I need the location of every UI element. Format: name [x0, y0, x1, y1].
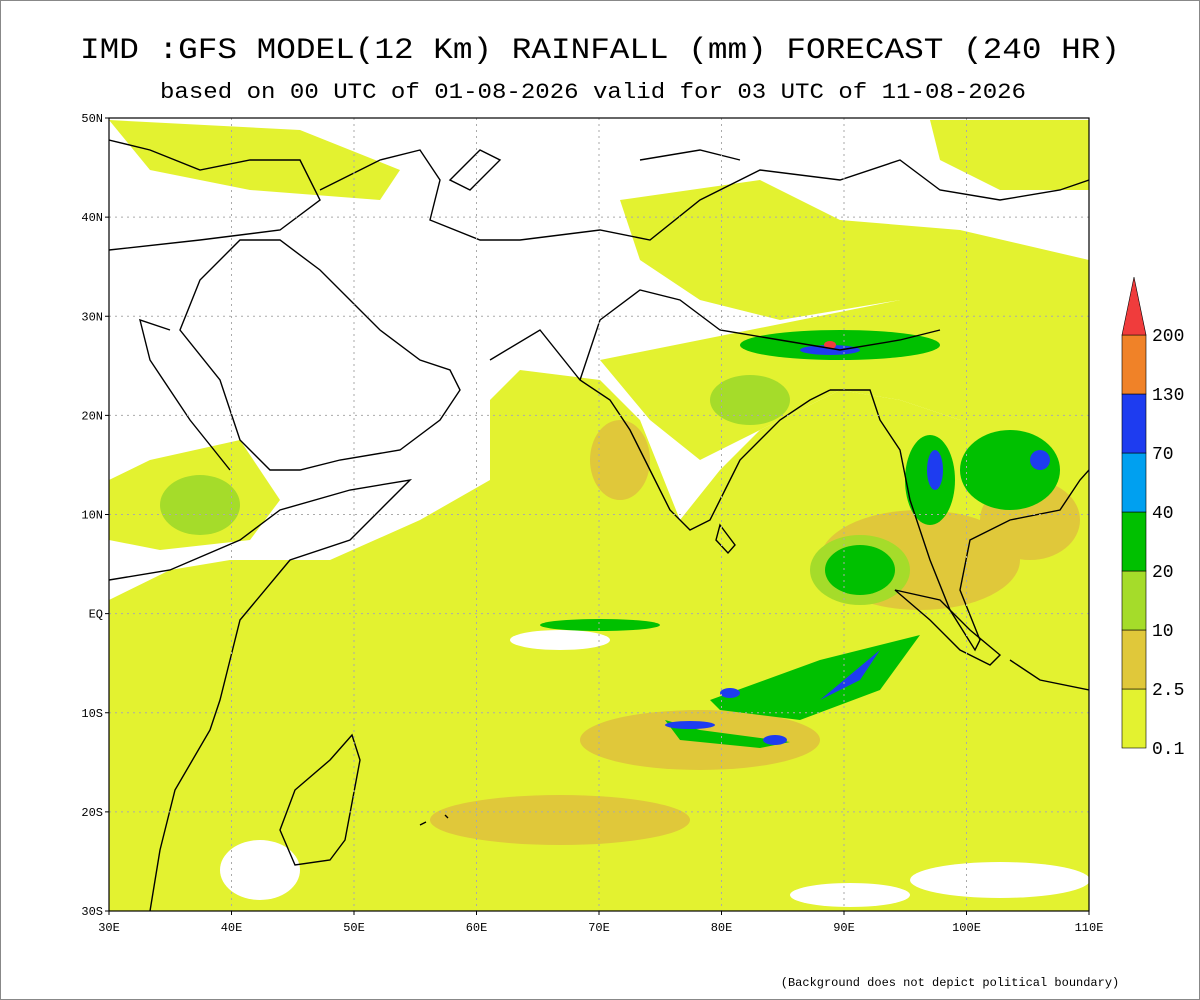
colorbar-segment: [1121, 393, 1147, 454]
lon-label: 100E: [952, 921, 981, 935]
colorbar-label: 130: [1152, 386, 1184, 406]
lat-label: 10S: [81, 707, 103, 721]
lat-label: 10N: [81, 509, 103, 523]
lat-label: 50N: [81, 112, 103, 126]
lat-label: 40N: [81, 211, 103, 225]
colorbar: 0.1 2.5 10 20 40 70 130 200: [1121, 276, 1184, 760]
lon-label: 30E: [98, 921, 120, 935]
lon-label: 60E: [466, 921, 488, 935]
map-frame: [108, 117, 1090, 912]
lat-label: EQ: [89, 608, 103, 622]
colorbar-segment: [1121, 688, 1147, 749]
subtitle: based on 00 UTC of 01-08-2026 valid for …: [160, 80, 1026, 105]
colorbar-segment: [1121, 629, 1147, 690]
map: 50N 40N 30N 20N 10N EQ 10S 20S 30S 30E 40E 50E 60E 70…: [81, 112, 1104, 935]
footnote: (Background does not depict political bo…: [781, 976, 1119, 990]
title: IMD :GFS MODEL(12 Km) RAINFALL (mm) FORE…: [80, 34, 1120, 68]
colorbar-label: 40: [1152, 504, 1174, 524]
lon-label: 50E: [343, 921, 365, 935]
colorbar-segment: [1121, 511, 1147, 572]
colorbar-label: 2.5: [1152, 681, 1184, 701]
colorbar-segment: [1121, 334, 1147, 395]
colorbar-label: 10: [1152, 622, 1174, 642]
lat-label: 30N: [81, 310, 103, 324]
lon-label: 70E: [588, 921, 610, 935]
colorbar-label: 200: [1152, 327, 1184, 347]
lon-label: 90E: [833, 921, 855, 935]
lon-label: 40E: [221, 921, 243, 935]
colorbar-over: [1121, 276, 1147, 336]
colorbar-segment: [1121, 452, 1147, 513]
colorbar-label: 20: [1152, 563, 1174, 583]
lat-label: 30S: [81, 905, 103, 919]
colorbar-label: 0.1: [1152, 740, 1184, 760]
lon-label: 110E: [1075, 921, 1104, 935]
colorbar-segment: [1121, 570, 1147, 631]
lat-label: 20N: [81, 409, 103, 423]
colorbar-label: 70: [1152, 445, 1174, 465]
lat-label: 20S: [81, 806, 103, 820]
lon-label: 80E: [711, 921, 733, 935]
